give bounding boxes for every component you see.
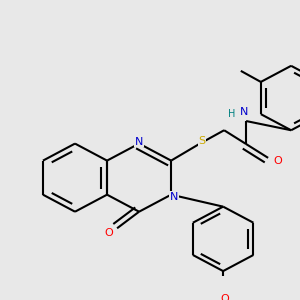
Text: O: O bbox=[105, 228, 113, 238]
Text: N: N bbox=[170, 191, 178, 202]
Text: N: N bbox=[240, 107, 248, 117]
Text: O: O bbox=[274, 156, 283, 166]
Text: H: H bbox=[228, 109, 236, 119]
Text: O: O bbox=[221, 294, 230, 300]
Text: N: N bbox=[135, 137, 143, 147]
Text: S: S bbox=[199, 136, 206, 146]
